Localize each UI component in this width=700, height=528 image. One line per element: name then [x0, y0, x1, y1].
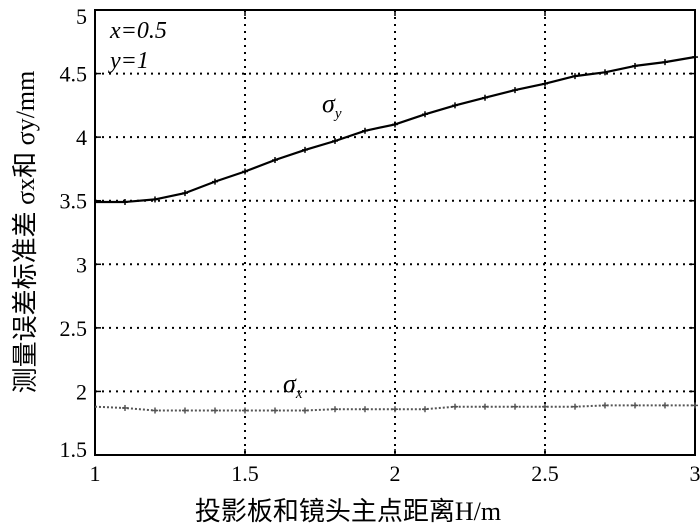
data-point — [572, 403, 578, 410]
data-point — [152, 196, 158, 203]
y-tick-label: 3 — [76, 252, 87, 277]
data-point — [182, 190, 188, 197]
x-tick-label: 2.5 — [531, 461, 559, 486]
data-point — [302, 146, 308, 153]
data-point — [692, 402, 698, 409]
grid — [95, 10, 695, 455]
data-point — [452, 102, 458, 109]
series-markers — [122, 54, 698, 414]
data-point — [542, 80, 548, 87]
data-point — [302, 407, 308, 414]
data-point — [332, 406, 338, 413]
data-point — [362, 406, 368, 413]
x-tick-label: 1 — [90, 461, 101, 486]
data-point — [212, 407, 218, 414]
series-label-sigma-y: σy — [322, 89, 342, 122]
data-point — [512, 87, 518, 94]
y-tick-label: 1.5 — [60, 437, 88, 462]
y-tick-label: 4.5 — [60, 62, 88, 87]
data-point — [572, 73, 578, 80]
data-point — [392, 121, 398, 128]
y-tick-label: 3.5 — [60, 189, 88, 214]
x-tick-label: 2 — [390, 461, 401, 486]
data-point — [602, 402, 608, 409]
data-point — [662, 402, 668, 409]
x-tick-label: 3 — [690, 461, 700, 486]
data-point — [212, 178, 218, 185]
y-tick-label: 2 — [76, 379, 87, 404]
data-point — [692, 54, 698, 61]
data-point — [122, 404, 128, 411]
data-point — [422, 406, 428, 413]
data-point — [242, 407, 248, 414]
param-x-annotation: x=0.5 — [109, 18, 167, 44]
data-point — [602, 69, 608, 76]
x-tick-label: 1.5 — [231, 461, 259, 486]
y-axis-label: 测量误差标准差 σx和 σy/mm — [11, 71, 40, 394]
data-point — [122, 198, 128, 205]
data-point — [392, 406, 398, 413]
data-point — [422, 111, 428, 118]
data-point — [362, 127, 368, 134]
data-point — [632, 62, 638, 69]
data-point — [272, 157, 278, 164]
data-point — [182, 407, 188, 414]
y-tick-label: 5 — [76, 4, 87, 29]
data-point — [542, 403, 548, 410]
data-point — [512, 403, 518, 410]
data-point — [272, 407, 278, 414]
series-lines — [94, 55, 696, 412]
series-label-sigma-x: σx — [283, 369, 303, 402]
data-point — [632, 402, 638, 409]
y-tick-labels: 1.5 2 2.5 3 3.5 4 4.5 5 — [60, 4, 88, 462]
y-tick-label: 2.5 — [60, 316, 88, 341]
y-tick-label: 4 — [76, 125, 87, 150]
tick-marks — [94, 9, 696, 456]
data-point — [452, 403, 458, 410]
data-point — [152, 407, 158, 414]
param-y-annotation: y=1 — [108, 48, 149, 74]
data-point — [662, 59, 668, 66]
x-tick-labels: 1 1.5 2 2.5 3 — [90, 461, 700, 486]
data-point — [242, 168, 248, 175]
data-point — [332, 137, 338, 144]
data-point — [482, 94, 488, 101]
x-axis-label: 投影板和镜头主点距离H/m — [195, 497, 501, 526]
data-point — [482, 403, 488, 410]
